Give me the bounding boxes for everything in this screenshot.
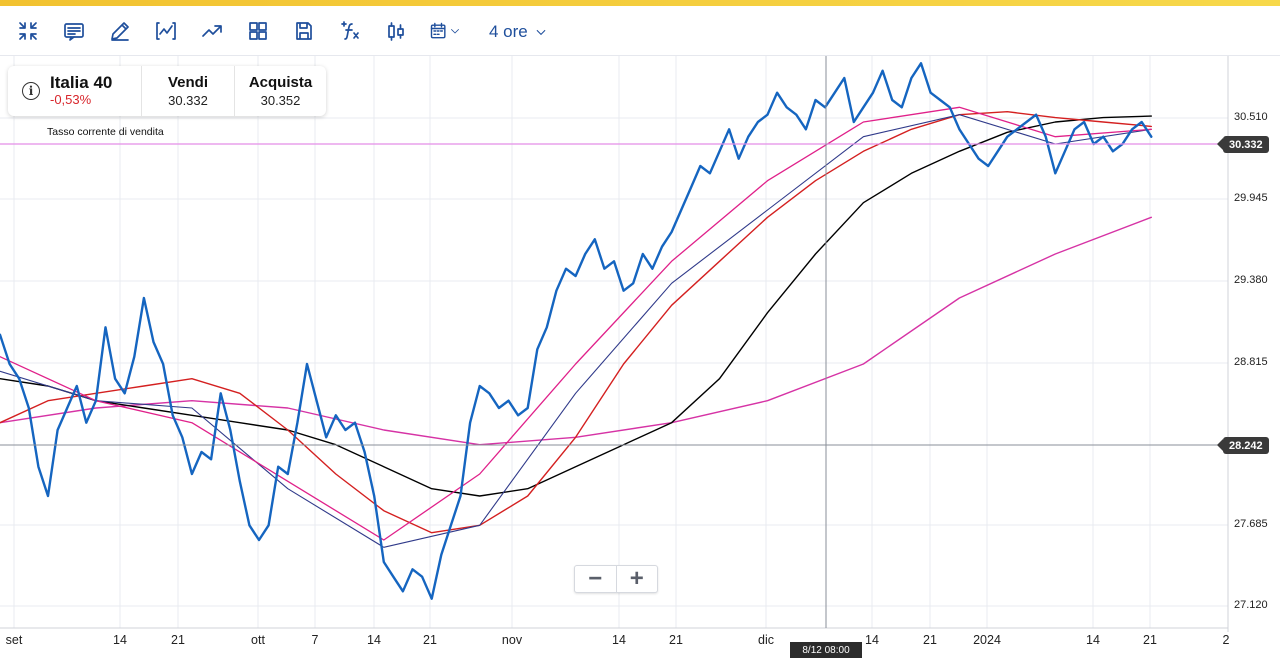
current-price-tag: 30.332: [1217, 136, 1269, 153]
x-tick-label: 21: [171, 633, 185, 647]
x-tick-label: 2: [1222, 633, 1230, 647]
y-tick-label: 27.685: [1234, 518, 1268, 530]
top-accent-bar: [0, 0, 1280, 6]
calendar-icon[interactable]: [424, 17, 466, 45]
pencil-icon[interactable]: [105, 17, 135, 45]
x-tick-label: 7: [311, 633, 319, 647]
zoom-in-button[interactable]: +: [615, 566, 658, 592]
sell-value: 30.332: [168, 92, 208, 108]
sell-label: Vendi: [167, 73, 208, 91]
y-tick-label: 27.120: [1234, 599, 1268, 611]
info-icon[interactable]: i: [22, 82, 40, 100]
instrument-card: i Italia 40 -0,53% Vendi 30.332 Acquista…: [8, 66, 326, 116]
crosshair-price-tag: 28.242: [1217, 437, 1269, 454]
zoom-control: − +: [574, 565, 658, 593]
chevron-down-icon: [536, 29, 546, 36]
sell-box[interactable]: Vendi 30.332: [142, 66, 234, 116]
sell-rate-note: Tasso corrente di vendita: [47, 126, 164, 138]
candles-icon[interactable]: [381, 17, 411, 45]
series-line-ma_red: [0, 110, 1153, 534]
trend-icon[interactable]: [197, 17, 227, 45]
indicator-icon[interactable]: [151, 17, 181, 45]
series-line-ma_fast: [0, 106, 1152, 541]
buy-box[interactable]: Acquista 30.352: [234, 66, 326, 116]
x-tick-label: 21: [669, 633, 683, 647]
x-tick-label: 14: [865, 633, 879, 647]
x-tick-label: 14: [612, 633, 626, 647]
instrument-name: Italia 40: [50, 73, 113, 92]
crosshair-time-label: 8/12 08:00: [790, 642, 862, 658]
layout-icon[interactable]: [243, 17, 273, 45]
x-tick-label: 2024: [973, 633, 1001, 647]
period-selector[interactable]: 4 ore: [489, 20, 548, 44]
x-tick-label: 21: [1143, 633, 1157, 647]
x-tick-label: 14: [113, 633, 127, 647]
x-tick-label: ott: [251, 633, 265, 647]
period-label: 4 ore: [489, 22, 528, 41]
notes-icon[interactable]: [59, 17, 89, 45]
x-tick-label: 14: [1086, 633, 1100, 647]
buy-label: Acquista: [248, 73, 313, 91]
x-tick-label: set: [5, 633, 23, 647]
series-line-price: [0, 62, 1153, 600]
y-tick-label: 29.380: [1234, 274, 1268, 286]
x-tick-label: 14: [367, 633, 381, 647]
chart-toolbar: 4 ore: [0, 6, 1280, 56]
collapse-icon[interactable]: [13, 17, 43, 45]
price-chart[interactable]: [0, 56, 1280, 658]
zoom-out-button[interactable]: −: [588, 565, 603, 592]
x-tick-label: nov: [501, 633, 523, 647]
x-tick-label: 21: [423, 633, 437, 647]
series-line-ma_black: [0, 115, 1153, 497]
function-icon[interactable]: [335, 17, 365, 45]
x-tick-label: 21: [923, 633, 937, 647]
y-tick-label: 28.815: [1234, 356, 1268, 368]
series-line-ma_slow_thin: [0, 114, 1152, 548]
buy-value: 30.352: [260, 92, 301, 108]
y-tick-label: 30.510: [1234, 111, 1268, 123]
y-tick-label: 29.945: [1234, 192, 1268, 204]
chart-area[interactable]: [0, 56, 1280, 658]
save-icon[interactable]: [289, 17, 319, 45]
x-tick-label: dic: [758, 633, 774, 647]
instrument-change: -0,53%: [50, 92, 92, 107]
